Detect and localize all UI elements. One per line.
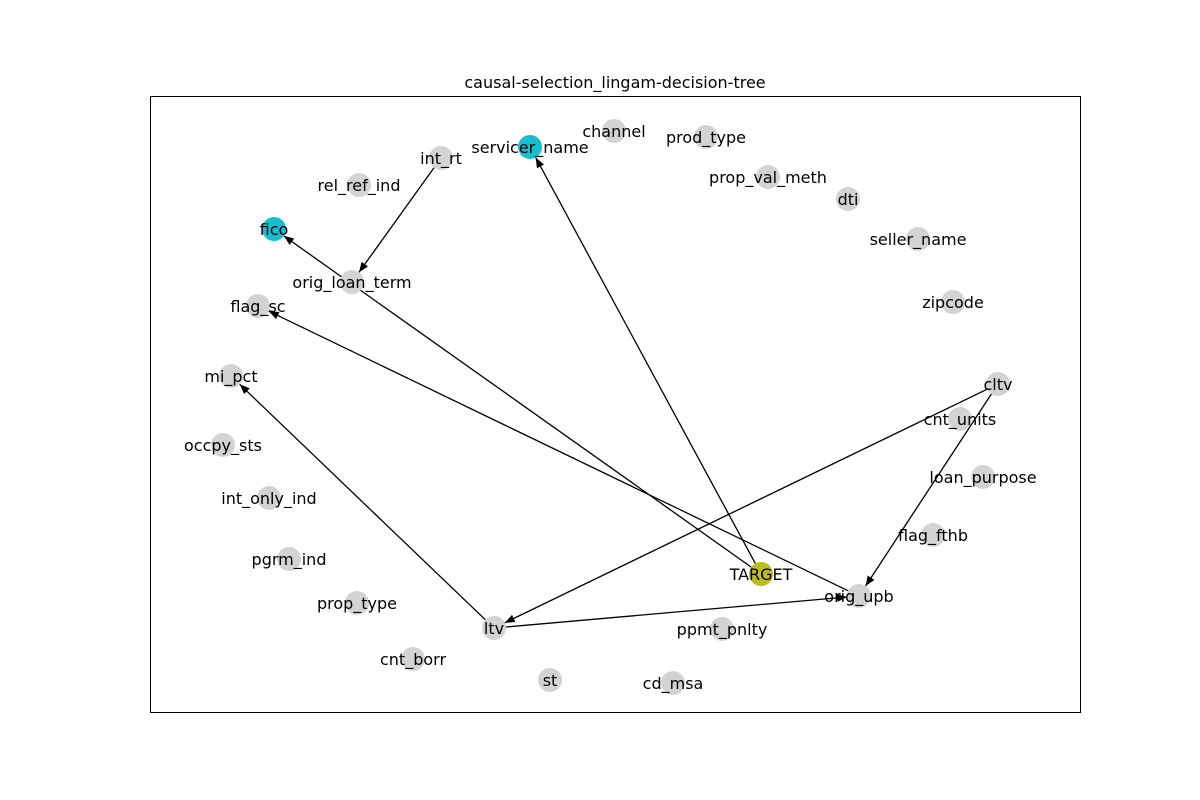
- node-label-ltv: ltv: [484, 619, 504, 638]
- node-label-prop_type: prop_type: [317, 594, 397, 614]
- edge-TARGET-to-fico: [283, 235, 752, 568]
- node-marker-prod_type: [694, 125, 718, 149]
- node-label-orig_loan_term: orig_loan_term: [292, 273, 411, 293]
- node-label-prop_val_meth: prop_val_meth: [709, 168, 827, 188]
- node-marker-flag_sc: [246, 294, 270, 318]
- node-rel_ref_ind: rel_ref_ind: [318, 173, 401, 197]
- node-label-zipcode: zipcode: [922, 293, 984, 312]
- node-label-prod_type: prod_type: [666, 128, 746, 148]
- node-marker-rel_ref_ind: [347, 173, 371, 197]
- node-marker-int_rt: [429, 146, 453, 170]
- plot-title: causal-selection_lingam-decision-tree: [464, 73, 765, 93]
- node-label-int_rt: int_rt: [420, 149, 462, 169]
- node-channel: channel: [582, 119, 646, 143]
- node-mi_pct: mi_pct: [204, 364, 258, 388]
- node-label-ppmt_pnlty: ppmt_pnlty: [677, 620, 768, 640]
- node-int_rt: int_rt: [420, 146, 462, 170]
- node-pgrm_ind: pgrm_ind: [252, 547, 327, 571]
- node-label-occpy_sts: occpy_sts: [184, 436, 262, 456]
- node-marker-TARGET: [749, 562, 773, 586]
- node-label-orig_upb: orig_upb: [824, 587, 893, 607]
- node-marker-channel: [602, 119, 626, 143]
- node-marker-fico: [262, 217, 286, 241]
- node-ppmt_pnlty: ppmt_pnlty: [677, 617, 768, 641]
- node-marker-prop_val_meth: [756, 165, 780, 189]
- node-marker-ppmt_pnlty: [710, 617, 734, 641]
- node-marker-dti: [836, 187, 860, 211]
- node-zipcode: zipcode: [922, 290, 984, 314]
- node-marker-occpy_sts: [211, 433, 235, 457]
- node-ltv: ltv: [482, 616, 506, 640]
- node-label-pgrm_ind: pgrm_ind: [252, 550, 327, 570]
- node-label-servicer_name: servicer_name: [471, 138, 588, 158]
- node-marker-ltv: [482, 616, 506, 640]
- node-marker-pgrm_ind: [277, 547, 301, 571]
- node-marker-cd_msa: [661, 671, 685, 695]
- edge-ltv-to-orig_upb: [505, 593, 848, 628]
- node-flag_fthb: flag_fthb: [898, 523, 968, 547]
- node-label-channel: channel: [582, 122, 645, 141]
- node-prop_type: prop_type: [317, 591, 397, 615]
- node-marker-cnt_units: [948, 407, 972, 431]
- node-marker-loan_purpose: [971, 465, 995, 489]
- edge-TARGET-to-servicer_name: [535, 157, 756, 564]
- node-occpy_sts: occpy_sts: [184, 433, 262, 457]
- node-label-cnt_units: cnt_units: [924, 410, 997, 430]
- node-label-rel_ref_ind: rel_ref_ind: [318, 176, 401, 196]
- node-st: st: [538, 668, 562, 692]
- node-orig_loan_term: orig_loan_term: [292, 270, 412, 294]
- node-marker-mi_pct: [219, 364, 243, 388]
- node-seller_name: seller_name: [870, 227, 967, 251]
- node-marker-orig_loan_term: [340, 270, 364, 294]
- node-loan_purpose: loan_purpose: [929, 465, 1037, 489]
- node-marker-prop_type: [345, 591, 369, 615]
- node-marker-int_only_ind: [257, 486, 281, 510]
- node-fico: fico: [260, 217, 289, 241]
- node-label-cnt_borr: cnt_borr: [380, 650, 446, 670]
- edge-cltv-to-orig_upb: [865, 393, 992, 587]
- node-label-flag_sc: flag_sc: [230, 297, 285, 317]
- node-cnt_units: cnt_units: [924, 407, 997, 431]
- node-label-mi_pct: mi_pct: [204, 367, 257, 387]
- node-label-st: st: [543, 671, 558, 690]
- node-label-int_only_ind: int_only_ind: [221, 489, 316, 509]
- node-marker-seller_name: [906, 227, 930, 251]
- node-cd_msa: cd_msa: [643, 671, 704, 695]
- node-label-loan_purpose: loan_purpose: [929, 468, 1036, 488]
- node-label-flag_fthb: flag_fthb: [898, 526, 968, 546]
- node-marker-orig_upb: [847, 584, 871, 608]
- node-cnt_borr: cnt_borr: [380, 647, 446, 671]
- node-marker-zipcode: [941, 290, 965, 314]
- edge-ltv-to-mi_pct: [239, 383, 486, 621]
- node-label-fico: fico: [260, 220, 289, 239]
- node-marker-servicer_name: [518, 135, 542, 159]
- edge-orig_upb-to-flag_sc: [268, 310, 849, 592]
- node-label-seller_name: seller_name: [870, 230, 967, 250]
- node-flag_sc: flag_sc: [230, 294, 286, 318]
- node-servicer_name: servicer_name: [471, 135, 589, 159]
- node-cltv: cltv: [984, 372, 1013, 396]
- node-TARGET: TARGET: [729, 562, 793, 586]
- node-label-dti: dti: [838, 190, 859, 209]
- node-prod_type: prod_type: [666, 125, 746, 149]
- node-label-TARGET: TARGET: [729, 565, 793, 584]
- node-orig_upb: orig_upb: [824, 584, 894, 608]
- edges-layer: [239, 157, 992, 628]
- edge-int_rt-to-orig_loan_term: [358, 167, 435, 273]
- node-marker-flag_fthb: [921, 523, 945, 547]
- node-prop_val_meth: prop_val_meth: [709, 165, 827, 189]
- node-int_only_ind: int_only_ind: [221, 486, 317, 510]
- node-marker-st: [538, 668, 562, 692]
- plot-frame: [150, 96, 1081, 713]
- node-marker-cltv: [986, 372, 1010, 396]
- node-marker-cnt_borr: [401, 647, 425, 671]
- edge-cltv-to-ltv: [504, 388, 988, 624]
- node-label-cd_msa: cd_msa: [643, 674, 704, 694]
- node-dti: dti: [836, 187, 860, 211]
- node-label-cltv: cltv: [984, 375, 1013, 394]
